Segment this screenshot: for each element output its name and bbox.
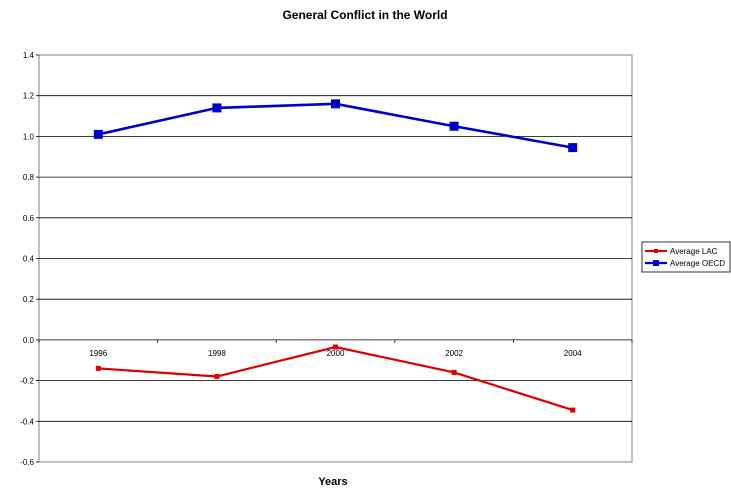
legend: Average LAC Average OECD xyxy=(641,241,731,273)
data-point xyxy=(212,103,222,113)
data-point xyxy=(451,369,457,375)
y-tick-label: -0.6 xyxy=(20,458,34,467)
y-tick-label: 1.0 xyxy=(23,132,35,141)
legend-swatch-marker xyxy=(654,249,658,253)
y-tick-label: 0.2 xyxy=(23,295,35,304)
y-tick-label: 1.4 xyxy=(23,51,35,60)
data-point xyxy=(214,374,220,380)
legend-box xyxy=(641,241,731,273)
series-group xyxy=(93,99,578,413)
y-tick-label: -0.2 xyxy=(20,377,34,386)
y-tick-label: -0.4 xyxy=(20,417,34,426)
x-tick-label: 2004 xyxy=(564,349,582,358)
data-point xyxy=(331,99,340,109)
legend-label: Average OECD xyxy=(670,259,725,268)
chart-title: General Conflict in the World xyxy=(282,8,447,22)
y-tick-label: 0.0 xyxy=(23,336,35,345)
data-point xyxy=(570,407,576,413)
y-tick-label: 0.8 xyxy=(23,173,35,182)
y-tick-label: 0.6 xyxy=(23,214,35,223)
data-point xyxy=(93,129,103,139)
x-axis-ticks: 1996 1998 2000 2002 2004 xyxy=(38,339,633,358)
y-tick-label: 0.4 xyxy=(23,255,35,264)
data-point xyxy=(95,365,101,371)
y-axis-ticks: -0.6 -0.4 -0.2 0.0 0.2 0.4 0.6 0.8 1.0 1.2 1.4 xyxy=(20,51,39,467)
y-tick-label: 1.2 xyxy=(23,92,35,101)
x-axis-label: Years xyxy=(318,476,347,488)
gridlines xyxy=(39,95,632,422)
data-point xyxy=(449,121,459,131)
x-tick-label: 1996 xyxy=(89,349,107,358)
x-tick-label: 1998 xyxy=(208,349,226,358)
data-point xyxy=(568,143,578,153)
data-point xyxy=(333,344,338,350)
legend-label: Average LAC xyxy=(670,247,718,256)
x-tick-label: 2002 xyxy=(445,349,463,358)
x-tick-label: 2000 xyxy=(327,349,345,358)
legend-swatch-marker xyxy=(653,260,659,266)
